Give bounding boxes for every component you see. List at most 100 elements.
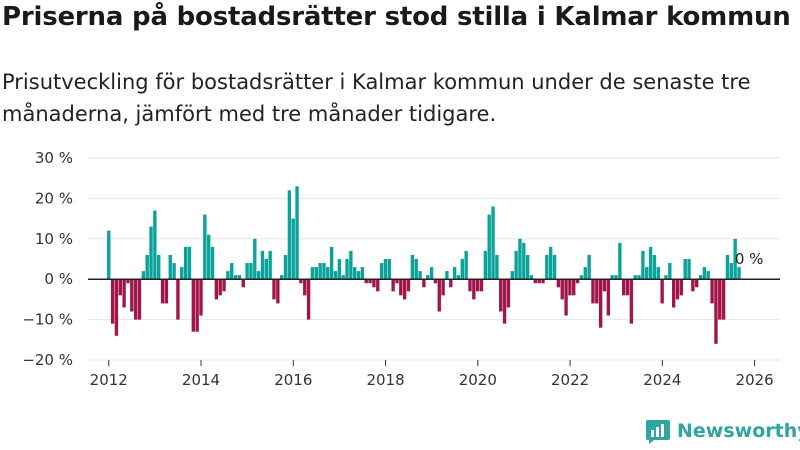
- bar: [199, 279, 203, 316]
- bar: [714, 279, 718, 344]
- bar: [149, 226, 153, 280]
- bar: [656, 267, 660, 280]
- bar: [510, 271, 514, 280]
- y-tick-label: 10 %: [35, 230, 73, 248]
- bar: [133, 279, 138, 320]
- bar: [195, 279, 199, 332]
- bar: [533, 279, 538, 284]
- bar: [391, 279, 395, 292]
- bar: [545, 254, 549, 280]
- bar: [514, 250, 518, 280]
- bar: [637, 275, 641, 280]
- brand-name: Newsworthy: [677, 420, 800, 442]
- bar: [502, 279, 507, 324]
- bar: [157, 254, 161, 280]
- bar: [353, 267, 357, 280]
- bar: [683, 259, 687, 280]
- bar: [303, 279, 307, 296]
- bar: [383, 259, 388, 280]
- bar: [479, 279, 484, 292]
- bar: [525, 254, 530, 280]
- bar: [218, 279, 222, 296]
- bar: [410, 254, 415, 280]
- x-tick-label: 2018: [366, 371, 404, 389]
- bar: [664, 275, 668, 280]
- bar: [629, 279, 634, 324]
- bar: [475, 279, 480, 292]
- bar: [464, 250, 468, 280]
- bar: [191, 279, 195, 332]
- bar: [122, 279, 126, 308]
- bar: [633, 275, 637, 280]
- bar: [341, 275, 345, 280]
- bar: [702, 267, 707, 280]
- x-tick-label: 2014: [182, 371, 220, 389]
- bar: [645, 267, 649, 280]
- bar: [291, 218, 295, 280]
- bar: [137, 279, 142, 320]
- x-tick-label: 2016: [274, 371, 312, 389]
- bar: [379, 263, 384, 280]
- bar: [287, 190, 292, 280]
- bar: [114, 279, 119, 336]
- bar: [595, 279, 599, 304]
- bar: [130, 279, 134, 312]
- bar: [222, 279, 226, 292]
- chart-subtitle: Prisutveckling för bostadsrätter i Kalma…: [2, 70, 751, 126]
- bar: [452, 267, 457, 280]
- bar: [549, 246, 553, 280]
- x-tick-label: 2022: [551, 371, 589, 389]
- bar: [280, 275, 284, 280]
- newsworthy-logo-icon: [646, 420, 670, 444]
- bar: [253, 238, 257, 280]
- bar: [737, 267, 741, 280]
- bar: [671, 279, 676, 308]
- bar: [414, 259, 418, 280]
- bar: [172, 263, 176, 280]
- bar: [641, 250, 645, 280]
- bar: [418, 271, 422, 280]
- bar: [160, 279, 165, 304]
- bar: [203, 214, 207, 280]
- bar: [572, 279, 576, 296]
- bar: [529, 275, 534, 280]
- bar: [564, 279, 568, 316]
- bar: [729, 263, 733, 280]
- bar: [606, 279, 611, 316]
- bar: [422, 279, 426, 288]
- bar: [387, 259, 391, 280]
- bar: [368, 279, 372, 284]
- bar: [614, 275, 618, 280]
- bar: [333, 271, 338, 280]
- bar: [445, 271, 449, 280]
- x-axis: 2012 2014 2016 2018 2020 2022 2024 2026: [90, 360, 774, 389]
- bar: [241, 279, 245, 288]
- bar: [126, 279, 130, 284]
- bar: [625, 279, 630, 296]
- bar: [364, 279, 368, 284]
- bar: [230, 263, 234, 280]
- bar: [180, 267, 184, 280]
- bar: [306, 279, 311, 320]
- bar: [456, 275, 461, 280]
- bar: [591, 279, 595, 304]
- bar: [395, 279, 399, 284]
- bar: [299, 279, 303, 284]
- bar: [237, 275, 242, 280]
- x-tick-label: 2020: [459, 371, 497, 389]
- bar: [491, 206, 495, 280]
- bar: [283, 254, 288, 280]
- x-tick-label: 2024: [643, 371, 681, 389]
- bar: [518, 238, 522, 280]
- bar: [107, 230, 111, 280]
- bar: [256, 271, 261, 280]
- bar: [249, 263, 253, 280]
- bar: [679, 279, 684, 296]
- bar: [426, 275, 430, 280]
- bar: [733, 238, 737, 280]
- bar: [326, 267, 330, 280]
- bar: [522, 242, 526, 280]
- bar: [495, 254, 499, 280]
- bar: [587, 254, 591, 280]
- bar: [210, 246, 215, 280]
